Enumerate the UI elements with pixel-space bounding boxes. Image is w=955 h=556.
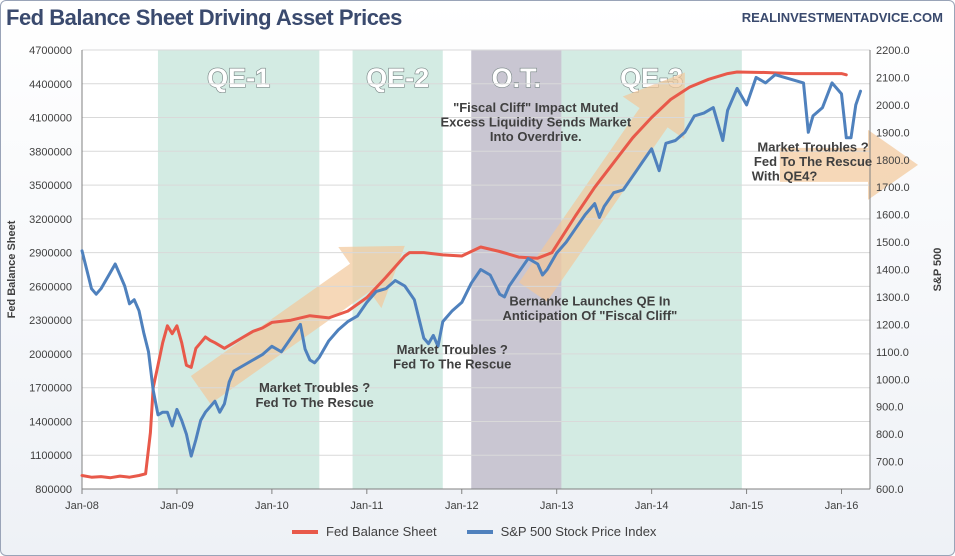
x-tick-label: Jan-09 — [160, 500, 194, 512]
legend-item-spx: S&P 500 Stock Price Index — [466, 524, 657, 539]
legend: Fed Balance Sheet S&P 500 Stock Price In… — [292, 524, 656, 539]
annotations: Market Troubles ?Fed To The RescueMarket… — [255, 100, 872, 410]
y2-tick-label: 700.0 — [876, 457, 904, 469]
annotation-0: Market Troubles ? — [259, 380, 370, 395]
legend-item-fed: Fed Balance Sheet — [292, 524, 437, 539]
y2-tick-label: 1000.0 — [876, 374, 910, 386]
x-tick-label: Jan-14 — [635, 500, 669, 512]
y-tick-label: 3500000 — [29, 180, 72, 192]
y2-tick-label: 2200.0 — [876, 45, 910, 57]
trend-arrow-2 — [518, 72, 685, 302]
annotation-7: Bernanke Launches QE In — [509, 294, 670, 309]
axes: 800000 1100000 1400000 1700000 2000000 230000… — [6, 45, 944, 512]
y2-tick-label: 1600.0 — [876, 210, 910, 222]
y2-tick-label: 1200.0 — [876, 319, 910, 331]
annotation-5: Excess Liquidity Sends Market — [440, 115, 631, 130]
y-tick-label: 2300000 — [29, 315, 72, 327]
annotation-4: "Fiscal Cliff" Impact Muted — [453, 100, 619, 115]
legend-label-fed: Fed Balance Sheet — [326, 524, 437, 539]
y-tick-label: 800000 — [35, 484, 72, 496]
y-tick-label: 3800000 — [29, 146, 72, 158]
y2-tick-label: 1500.0 — [876, 237, 910, 249]
band-qe-0 — [157, 50, 320, 489]
y-axis-title: Fed Balance Sheet — [6, 220, 18, 318]
y2-tick-label: 1100.0 — [876, 347, 909, 359]
sp500-line — [80, 73, 862, 458]
band-label-2: O.T. — [492, 63, 542, 93]
annotation-11: With QE4? — [752, 169, 818, 184]
x-tick-label: Jan-11 — [350, 500, 383, 512]
y-tick-label: 1100000 — [30, 450, 72, 462]
x-tick-label: Jan-08 — [65, 500, 99, 512]
y-tick-label: 2600000 — [29, 281, 72, 293]
x-tick-label: Jan-13 — [540, 500, 574, 512]
y2-tick-label: 1400.0 — [876, 265, 910, 277]
chart-title: Fed Balance Sheet Driving Asset Prices — [6, 5, 402, 30]
annotation-10: Fed To The Rescue — [754, 154, 872, 169]
y-tick-label: 1700000 — [29, 383, 72, 395]
y2-tick-label: 2100.0 — [876, 72, 910, 84]
trend-arrow-3 — [779, 129, 918, 200]
y-tick-label: 4100000 — [29, 113, 72, 125]
x-tick-label: Jan-15 — [730, 500, 764, 512]
series-lines — [80, 70, 862, 480]
x-tick-label: Jan-12 — [445, 500, 479, 512]
legend-swatch-fed — [292, 529, 318, 534]
fed-balance-sheet-line — [80, 70, 848, 480]
y-tick-label: 1400000 — [29, 416, 72, 428]
y-tick-label: 2900000 — [29, 248, 72, 260]
x-tick-label: Jan-16 — [825, 500, 859, 512]
annotation-1: Fed To The Rescue — [255, 395, 373, 410]
legend-label-spx: S&P 500 Stock Price Index — [500, 524, 657, 539]
annotation-6: Into Overdrive. — [490, 129, 582, 144]
y2-tick-label: 800.0 — [876, 429, 904, 441]
grid — [82, 49, 870, 490]
y-tick-label: 4700000 — [29, 45, 72, 57]
y2-tick-label: 2000.0 — [876, 100, 910, 112]
source-label: REALINVESTMENTADVICE.COM — [741, 10, 943, 25]
y-tick-label: 2000000 — [29, 349, 72, 361]
y-tick-label: 4400000 — [29, 79, 72, 91]
annotation-2: Market Troubles ? — [397, 342, 508, 357]
y2-axis-title: S&P 500 — [932, 248, 944, 292]
annotation-9: Market Troubles ? — [757, 139, 868, 154]
band-label-1: QE-2 — [366, 63, 429, 93]
band-label-0: QE-1 — [207, 63, 270, 93]
qe-bands: QE-1 QE-2 O.T. QE-3 — [82, 50, 870, 489]
annotation-8: Anticipation Of "Fiscal Cliff" — [503, 308, 678, 323]
y2-tick-label: 900.0 — [876, 402, 904, 414]
x-tick-label: Jan-10 — [255, 500, 289, 512]
y2-tick-label: 1900.0 — [876, 127, 910, 139]
y2-tick-label: 1800.0 — [876, 155, 910, 167]
y2-tick-label: 600.0 — [876, 484, 904, 496]
y-tick-label: 3200000 — [29, 214, 72, 226]
y2-tick-label: 1300.0 — [876, 292, 910, 304]
y2-tick-label: 1700.0 — [876, 182, 910, 194]
legend-swatch-spx — [466, 529, 493, 534]
annotation-3: Fed To The Rescue — [393, 357, 511, 372]
